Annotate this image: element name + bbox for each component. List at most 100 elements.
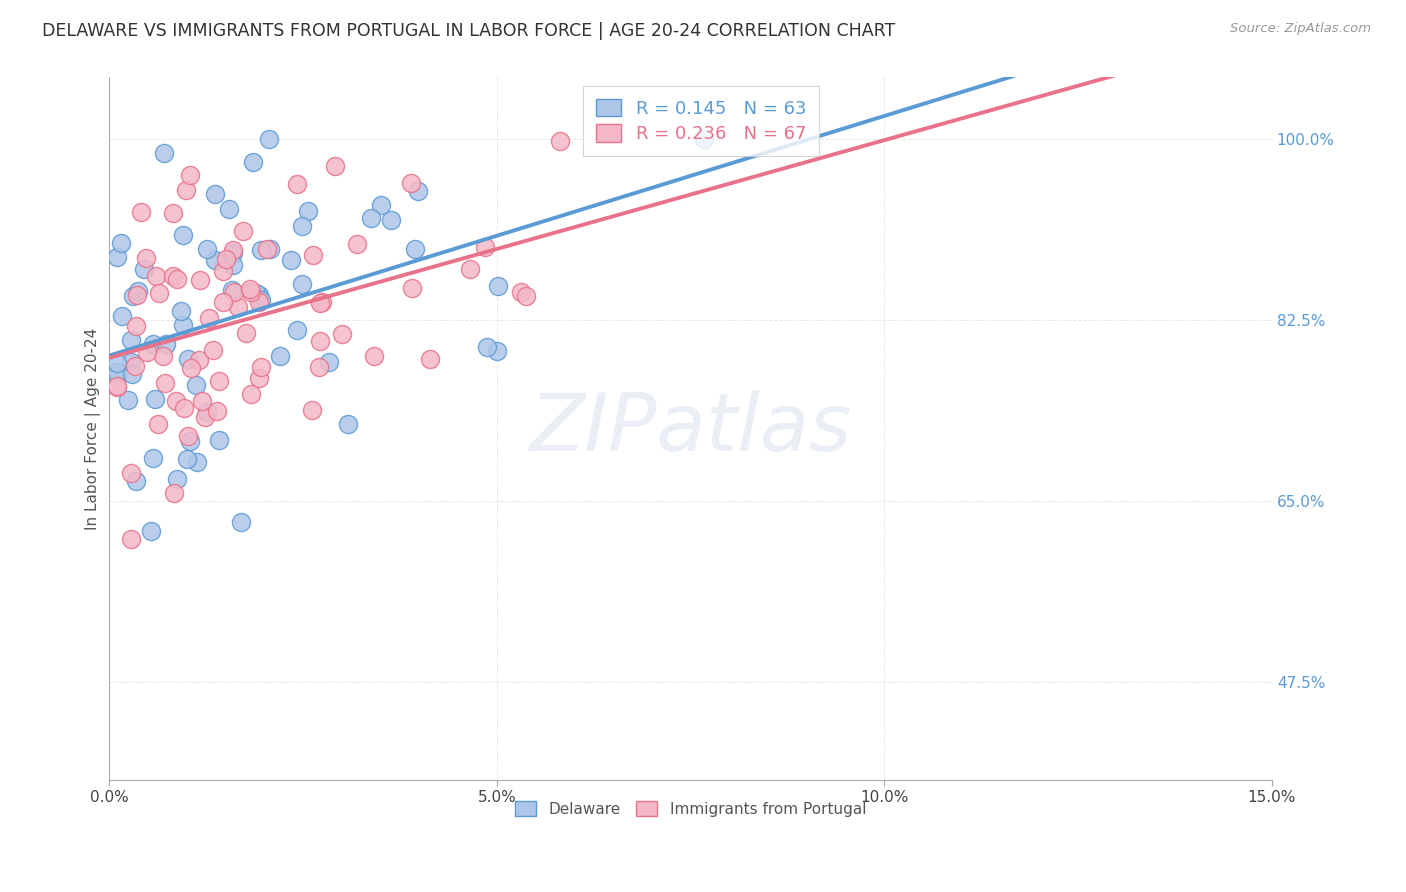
Point [477,340,499,354]
Point [172,318,194,333]
Point [105,379,128,393]
Point [245,286,267,301]
Point [291,277,314,291]
Point [120,355,142,369]
Point [179,434,201,448]
Point [191,393,214,408]
Point [309,334,332,348]
Point [259,242,281,256]
Point [162,269,184,284]
Point [285,323,308,337]
Point [297,203,319,218]
Point [235,326,257,340]
Point [360,211,382,225]
Point [247,287,270,301]
Point [323,159,346,173]
Point [302,248,325,262]
Point [318,355,340,369]
Point [105,250,128,264]
Point [125,475,148,489]
Point [111,309,134,323]
Point [419,352,441,367]
Point [486,279,509,293]
Point [240,387,263,401]
Text: DELAWARE VS IMMIGRANTS FROM PORTUGAL IN LABOR FORCE | AGE 20-24 CORRELATION CHAR: DELAWARE VS IMMIGRANTS FROM PORTUGAL IN … [42,22,896,40]
Point [142,336,165,351]
Point [693,132,716,146]
Point [132,261,155,276]
Point [105,380,128,394]
Point [510,285,533,300]
Point [163,485,186,500]
Point [247,371,270,385]
Point [222,243,245,257]
Point [146,417,169,431]
Point [197,311,219,326]
Point [515,289,537,303]
Point [117,392,139,407]
Point [401,176,423,190]
Point [173,401,195,416]
Point [145,268,167,283]
Point [120,467,142,481]
Point [285,178,308,192]
Point [195,242,218,256]
Point [337,417,360,432]
Point [406,184,429,198]
Point [195,405,218,419]
Point [135,344,157,359]
Point [301,403,323,417]
Point [105,368,128,383]
Point [177,428,200,442]
Point [215,252,238,267]
Point [224,285,246,299]
Point [166,271,188,285]
Point [404,242,426,256]
Point [188,273,211,287]
Point [125,287,148,301]
Point [363,349,385,363]
Point [207,434,229,448]
Point [250,293,273,308]
Point [548,134,571,148]
Point [188,353,211,368]
Point [247,294,270,309]
Point [259,132,281,146]
Point [204,252,226,267]
Point [229,516,252,530]
Point [239,282,262,296]
Point [143,392,166,407]
Y-axis label: In Labor Force | Age 20-24: In Labor Force | Age 20-24 [86,327,101,530]
Point [269,349,291,363]
Point [153,376,176,391]
Point [242,155,264,169]
Point [120,333,142,347]
Point [218,202,240,216]
Point [172,228,194,243]
Point [105,365,128,379]
Point [110,235,132,250]
Point [232,224,254,238]
Point [309,296,332,310]
Point [176,451,198,466]
Point [291,219,314,234]
Point [105,356,128,370]
Point [204,187,226,202]
Point [127,284,149,298]
Point [186,455,208,469]
Point [166,472,188,486]
Legend: Delaware, Immigrants from Portugal: Delaware, Immigrants from Portugal [508,794,875,824]
Point [148,286,170,301]
Point [179,169,201,183]
Point [308,359,330,374]
Point [332,326,354,341]
Point [222,258,245,272]
Point [458,262,481,277]
Point [125,319,148,334]
Point [346,237,368,252]
Point [129,205,152,219]
Point [162,205,184,219]
Point [474,240,496,254]
Point [256,242,278,256]
Point [401,281,423,295]
